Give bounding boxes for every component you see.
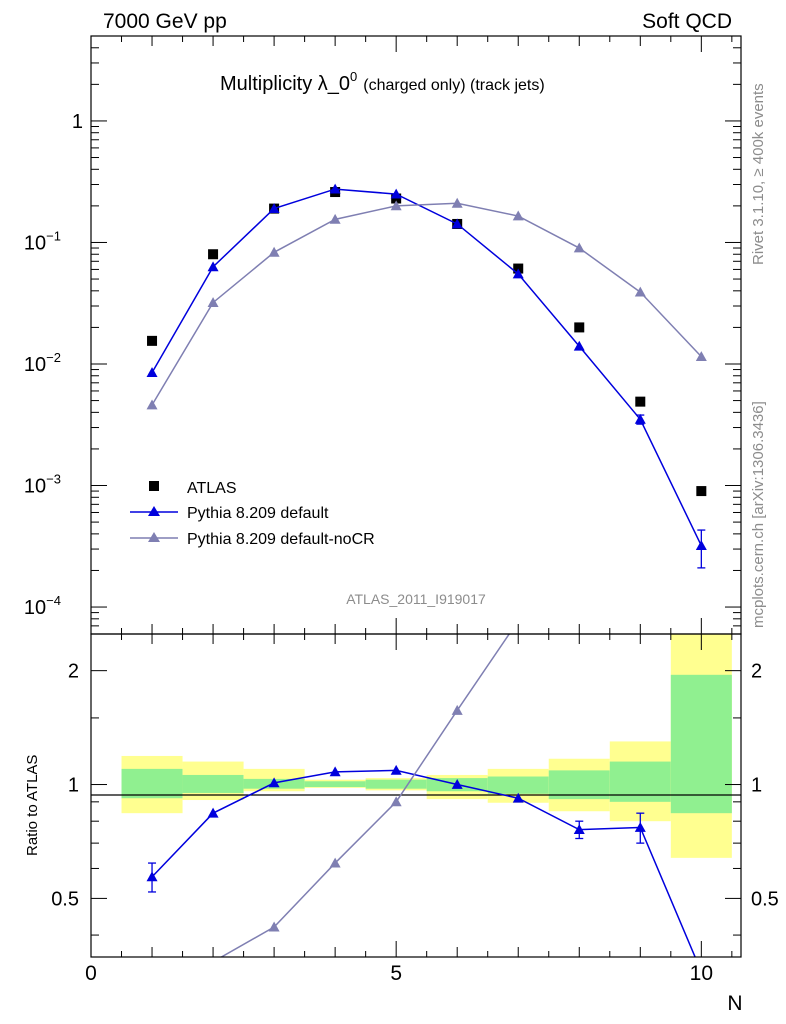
ratio-point-default bbox=[451, 779, 463, 789]
ratio-point-nocr bbox=[212, 956, 214, 957]
x-tick-label: 10 bbox=[690, 962, 713, 985]
legend-marker-default bbox=[148, 506, 160, 516]
legend-label-atlas: ATLAS bbox=[187, 480, 237, 497]
ratio-point-nocr bbox=[696, 360, 707, 370]
inner-uncertainty-band bbox=[304, 781, 366, 788]
data-point-default bbox=[146, 367, 158, 377]
ratio-point-default bbox=[512, 792, 524, 803]
ratio-point-default bbox=[268, 777, 280, 788]
data-point-nocr bbox=[207, 297, 219, 308]
data-point-nocr bbox=[146, 399, 158, 410]
data-point-nocr bbox=[695, 351, 707, 362]
data-point-nocr bbox=[451, 197, 463, 208]
inner-uncertainty-band bbox=[182, 774, 244, 793]
inner-uncertainty-band bbox=[609, 761, 671, 802]
inner-uncertainty-band bbox=[121, 768, 183, 799]
ratio-point-nocr bbox=[574, 532, 585, 542]
data-point-atlas bbox=[696, 486, 707, 497]
ratio-point-default bbox=[390, 764, 402, 775]
data-point-default bbox=[634, 413, 646, 424]
ratio-point-default bbox=[329, 766, 341, 777]
inner-uncertainty-band bbox=[548, 770, 610, 800]
ratio-frame bbox=[90, 633, 742, 958]
data-point-atlas bbox=[574, 322, 585, 333]
data-point-nocr bbox=[390, 200, 402, 211]
data-point-atlas bbox=[635, 396, 646, 407]
data-point-atlas bbox=[147, 335, 158, 346]
y-tick-label: 1 bbox=[72, 111, 83, 133]
ratio-point-nocr bbox=[390, 796, 402, 807]
data-point-default bbox=[390, 188, 402, 199]
ratio-point-default bbox=[146, 871, 158, 882]
ratio-point-nocr bbox=[635, 437, 646, 447]
ratio-series bbox=[146, 360, 707, 992]
ratio-point-nocr bbox=[513, 615, 524, 625]
ratio-series-line bbox=[151, 769, 696, 957]
analysis-watermark: ATLAS_2011_I919017 bbox=[346, 591, 486, 607]
data-point-nocr bbox=[329, 213, 341, 224]
ratio-point-default bbox=[634, 821, 646, 832]
ratio-point-nocr bbox=[451, 704, 463, 715]
data-point-atlas bbox=[391, 193, 402, 204]
ratio-y-tick-label-left: 2 bbox=[68, 661, 79, 683]
header-energy-label: 7000 GeV pp bbox=[103, 10, 227, 33]
ratio-point-nocr bbox=[147, 982, 158, 992]
inner-uncertainty-band bbox=[670, 674, 732, 814]
legend: ATLAS Pythia 8.209 default Pythia 8.209 … bbox=[130, 480, 375, 548]
legend-marker-atlas bbox=[149, 481, 159, 491]
ratio-point-nocr bbox=[329, 857, 341, 868]
ratio-y-tick-label-right: 1 bbox=[751, 775, 762, 797]
ratio-point-default bbox=[207, 807, 219, 818]
y-tick-label: 10−4 bbox=[24, 593, 61, 619]
rivet-version-label: Rivet 3.1.10, ≥ 400k events bbox=[750, 83, 767, 265]
data-point-nocr bbox=[512, 210, 524, 221]
x-tick-label: 5 bbox=[390, 962, 402, 985]
main-series bbox=[146, 183, 707, 569]
plot-title: Multiplicity λ_00(charged only) (track j… bbox=[220, 69, 545, 95]
x-tick-label: 0 bbox=[85, 962, 97, 985]
y-tick-label: 10−2 bbox=[24, 350, 61, 376]
ratio-uncertainty-bands bbox=[121, 634, 732, 858]
series-line bbox=[151, 188, 703, 546]
inner-uncertainty-band bbox=[487, 776, 549, 794]
y-tick-label: 10−1 bbox=[24, 228, 61, 254]
data-point-nocr bbox=[573, 242, 585, 253]
data-point-default bbox=[695, 540, 707, 551]
series-line bbox=[151, 202, 702, 406]
ratio-y-tick-label-right: 2 bbox=[751, 661, 762, 683]
legend-label-default: Pythia 8.209 default bbox=[187, 505, 329, 522]
ratio-series-line bbox=[219, 634, 511, 957]
legend-label-nocr: Pythia 8.209 default-noCR bbox=[187, 531, 375, 548]
ratio-y-tick-label-left: 0.5 bbox=[51, 888, 79, 910]
mcplots-source-label: mcplots.cern.ch [arXiv:1306.3436] bbox=[750, 401, 767, 628]
x-axis-label: N bbox=[727, 992, 742, 1015]
data-point-default bbox=[207, 261, 219, 272]
inner-uncertainty-band bbox=[365, 779, 427, 789]
legend-marker-nocr bbox=[148, 532, 160, 542]
data-point-default bbox=[451, 218, 463, 229]
data-point-nocr bbox=[268, 246, 280, 257]
ratio-point-default bbox=[573, 824, 585, 835]
header-process-label: Soft QCD bbox=[642, 10, 732, 33]
main-axis-ticks: 10−4 10−3 10−2 10−1 1 bbox=[24, 35, 741, 635]
ratio-y-axis-label: Ratio to ATLAS bbox=[24, 755, 41, 856]
data-point-default bbox=[329, 183, 341, 194]
y-tick-label: 10−3 bbox=[24, 472, 61, 498]
data-point-atlas bbox=[208, 249, 219, 260]
data-point-default bbox=[512, 268, 524, 279]
ratio-y-tick-label-right: 0.5 bbox=[751, 888, 779, 910]
data-point-default bbox=[573, 340, 585, 351]
data-point-nocr bbox=[634, 286, 646, 297]
ratio-axis-ticks: 0.5 0.5 1 1 2 2 0 5 10 bbox=[51, 634, 779, 985]
data-point-default bbox=[268, 203, 280, 213]
ratio-point-nocr bbox=[268, 921, 280, 932]
ratio-y-tick-label-left: 1 bbox=[68, 775, 79, 797]
